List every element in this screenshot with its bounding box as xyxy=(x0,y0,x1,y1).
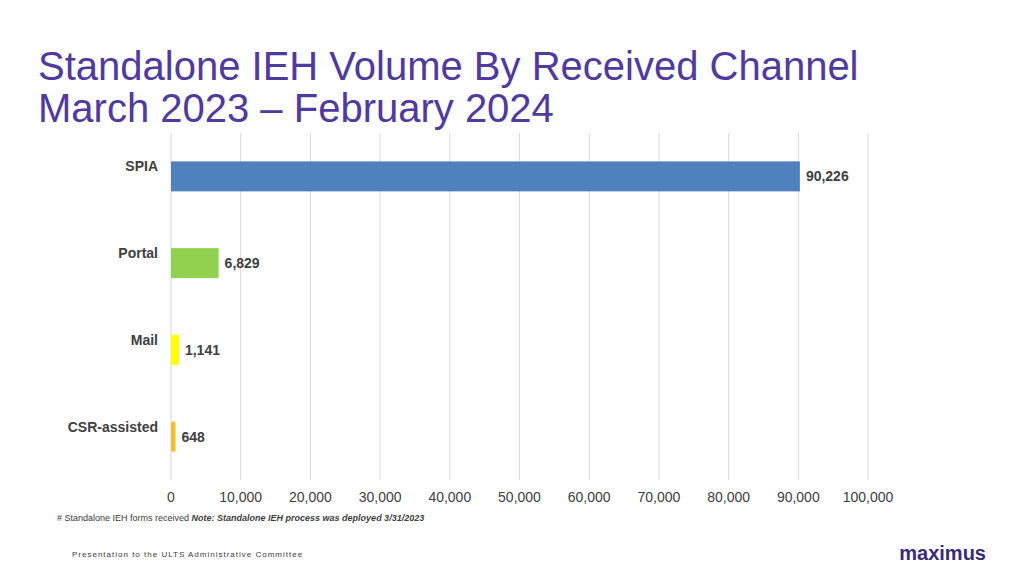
tick-label: 20,000 xyxy=(289,489,332,505)
tick-label: 0 xyxy=(167,489,175,505)
bar xyxy=(171,161,800,191)
tick-label: 30,000 xyxy=(359,489,402,505)
subtitle: March 2023 – February 2024 xyxy=(38,86,554,130)
tick-label: 50,000 xyxy=(498,489,541,505)
category-label: Mail xyxy=(131,332,158,348)
category-label: Portal xyxy=(118,245,158,261)
bar xyxy=(171,335,179,365)
footer: Presentation to the ULTS Administrative … xyxy=(72,550,303,559)
tick-label: 70,000 xyxy=(637,489,680,505)
bars xyxy=(171,161,800,451)
bar xyxy=(171,422,176,452)
title: Standalone IEH Volume By Received Channe… xyxy=(38,44,859,88)
data-label: 90,226 xyxy=(806,168,849,184)
note: Note: Standalone IEH process was deploye… xyxy=(192,513,425,523)
bar xyxy=(171,248,219,278)
tick-label: 10,000 xyxy=(219,489,262,505)
tick-label: 100,000 xyxy=(843,489,894,505)
data-label: 6,829 xyxy=(225,255,260,271)
data-label: 1,141 xyxy=(185,342,220,358)
data-label: 648 xyxy=(182,429,206,445)
category-label: SPIA xyxy=(125,158,158,174)
footnote: # Standalone IEH forms received Note: St… xyxy=(57,513,424,523)
axis-label: # Standalone IEH forms received xyxy=(57,513,192,523)
tick-label: 40,000 xyxy=(428,489,471,505)
chart-canvas: Standalone IEH Volume By Received Channe… xyxy=(0,0,1024,576)
tick-label: 60,000 xyxy=(568,489,611,505)
category-label: CSR-assisted xyxy=(68,419,158,435)
grid xyxy=(171,133,868,480)
tick-label: 90,000 xyxy=(777,489,820,505)
grid-line xyxy=(868,133,869,480)
tick-label: 80,000 xyxy=(707,489,750,505)
logo: maximus xyxy=(899,542,986,564)
